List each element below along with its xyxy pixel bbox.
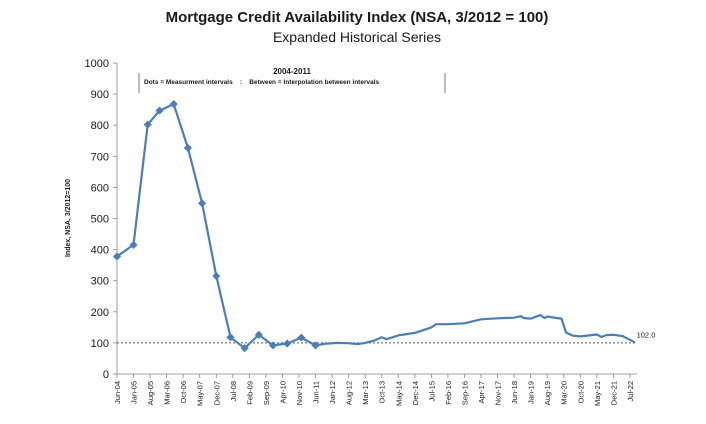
data-point-marker [283,339,292,348]
y-tick-label: 200 [91,307,109,319]
data-point-marker [143,120,152,129]
y-tick-label: 600 [91,182,109,194]
chart-title: Mortgage Credit Availability Index (NSA,… [166,9,549,26]
x-tick-label: Aug-19 [543,381,552,405]
data-point-marker [254,330,263,339]
data-point-marker [268,341,278,350]
annotation-box: 2004-2011 Dots = Measurment intervals : … [138,67,446,93]
x-tick-label: Mar-13 [361,381,370,405]
y-tick-label: 800 [91,120,109,132]
y-tick-label: 0 [103,369,109,381]
x-tick-label: Oct-13 [378,381,387,404]
data-point-marker [297,333,306,342]
data-point-marker [226,333,235,342]
y-tick-label: 400 [91,245,109,257]
x-tick-label: Jul-22 [626,381,635,401]
x-tick-label: May-21 [593,381,602,406]
x-tick-label: Sep-09 [262,381,271,405]
y-tick-label: 1000 [85,58,109,70]
y-tick-label: 100 [91,338,109,350]
y-tick-label: 700 [91,151,109,163]
x-tick-label: Aug-05 [146,381,155,405]
data-point-marker [155,106,164,115]
data-point-marker [212,271,221,281]
x-tick-label: Jul-15 [427,381,436,401]
x-tick-label: Jan-12 [328,381,337,404]
x-tick-label: Jun-04 [113,381,122,404]
axes: 0 100 200 300 400 500 600 700 800 900 1000 Jun-04 Ja… [85,58,637,406]
x-tick-label: Apr-10 [278,381,287,404]
x-tick-label: Nov-17 [494,381,503,405]
x-tick-label: Dec-14 [411,381,420,405]
x-tick-label: Oct-20 [576,381,585,404]
data-point-marker [197,199,207,208]
x-tick-label: Jul-08 [229,381,238,401]
annotation-heading: 2004-2011 [273,67,311,76]
y-tick-label: 900 [91,89,109,101]
x-tick-label: Nov-10 [295,381,304,405]
x-tick-label: May-14 [394,381,403,406]
x-tick-label: Jun-11 [312,381,321,403]
data-point-marker [240,344,249,353]
x-tick-label: Dec-07 [212,381,221,405]
x-tick-label: Jun-18 [510,381,519,404]
series-line [116,103,636,350]
y-axis-label: Index, NSA, 3/2012=100 [65,179,72,257]
x-tick-label: Sep-16 [460,381,469,405]
x-tick-label: Aug-12 [345,381,354,405]
x-tick-label: Mar-06 [163,381,172,405]
x-tick-label: Feb-09 [245,381,254,405]
data-point-marker [311,341,320,350]
y-tick-label: 500 [91,214,109,226]
data-point-marker [183,143,193,153]
end-value-label: 102.0 [637,330,656,339]
x-tick-label: Feb-16 [444,381,453,405]
x-tick-label: Dec-21 [609,381,618,405]
x-tick-label: Jan-05 [130,381,139,404]
y-tick-label: 300 [91,276,109,288]
x-tick-label: Jan-19 [527,381,536,404]
x-tick-label: May-07 [196,381,205,406]
series-group [112,99,636,353]
annotation-text: Dots = Measurment intervals : Between = … [144,79,380,86]
x-tick-label: Oct-06 [179,381,188,404]
data-point-marker [129,240,138,250]
x-tick-label: Mar-20 [560,381,569,405]
chart-subtitle: Expanded Historical Series [273,29,441,45]
data-point-marker [112,252,122,261]
data-point-marker [169,99,178,109]
x-tick-label: Apr-17 [477,381,486,404]
